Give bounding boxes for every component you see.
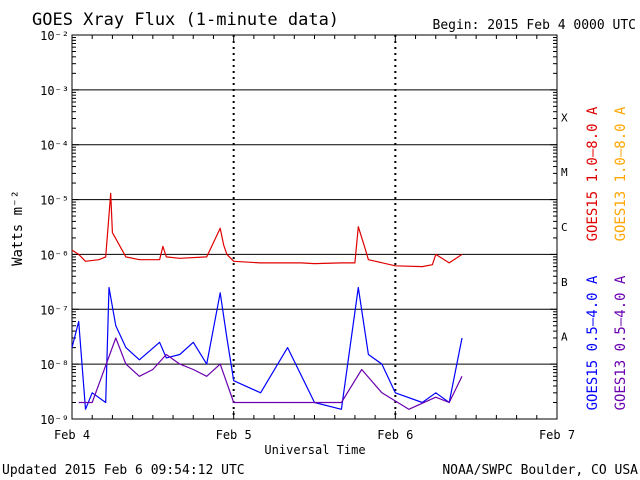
legend-entry: GOES13 1.0–8.0 A [613, 106, 629, 241]
y-axis-label: Watts m⁻² [10, 190, 26, 266]
y-tick-label: 10⁻⁴ [40, 139, 69, 153]
series-line [78, 337, 463, 410]
series-area [71, 192, 463, 410]
x-tick-label: Feb 5 [216, 428, 252, 442]
chart-title: GOES Xray Flux (1-minute data) [32, 10, 339, 30]
y-tick-label: 10⁻⁶ [40, 248, 69, 262]
legend-entry: GOES15 1.0–8.0 A [585, 106, 601, 241]
y-tick-label: 10⁻³ [40, 84, 69, 98]
legend: GOES15 1.0–8.0 A GOES13 1.0–8.0 A GOES15 0… [585, 106, 629, 410]
flare-class-label: M [561, 166, 568, 179]
credit: NOAA/SWPC Boulder, CO USA [442, 463, 638, 478]
y-tick-label: 10⁻⁷ [40, 303, 69, 317]
x-tick-label: Feb 7 [539, 428, 575, 442]
flare-class-label: C [561, 221, 568, 234]
y-tick-label: 10⁻⁸ [40, 358, 69, 372]
flare-class-label: A [561, 331, 568, 344]
plot-area: 10⁻⁹ 10⁻⁸ 10⁻⁷ 10⁻⁶ 10⁻⁵ 10⁻⁴ 10⁻³ 10⁻² Feb 4 Feb… [40, 29, 575, 442]
series-line [71, 286, 463, 410]
x-tick-label: Feb 4 [54, 428, 90, 442]
y-tick-label: 10⁻² [40, 29, 69, 43]
x-tick-label: Feb 6 [377, 428, 413, 442]
y-tick-label: 10⁻⁵ [40, 194, 69, 208]
series-line [71, 192, 463, 268]
begin-time: Begin: 2015 Feb 4 0000 UTC [433, 18, 637, 33]
legend-entry: GOES15 0.5–4.0 A [585, 275, 601, 410]
x-axis-label: Universal Time [264, 443, 365, 457]
legend-entry: GOES13 0.5–4.0 A [613, 275, 629, 410]
flare-class-label: X [561, 111, 568, 124]
y-tick-label: 10⁻⁹ [40, 413, 69, 427]
updated-timestamp: Updated 2015 Feb 6 09:54:12 UTC [2, 463, 245, 478]
flare-class-label: B [561, 276, 568, 289]
